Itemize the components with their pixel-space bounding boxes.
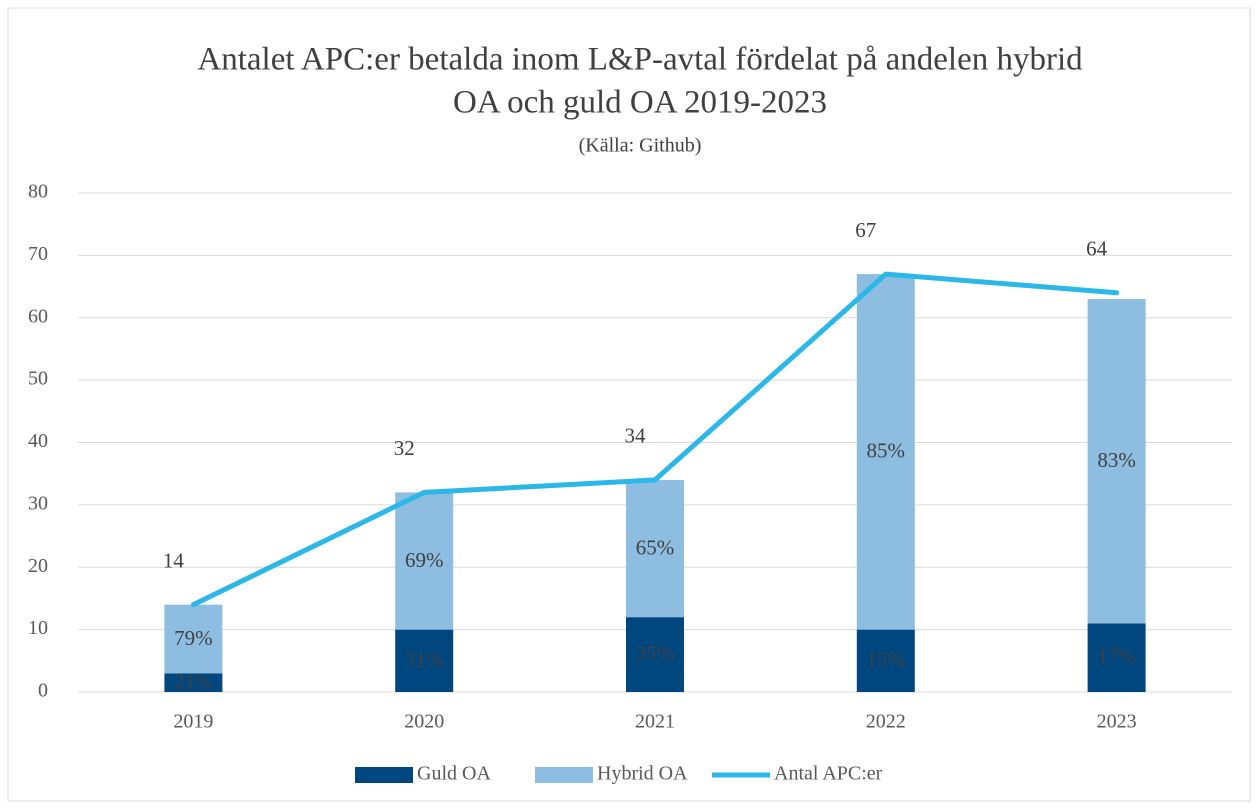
y-tick-label: 30	[28, 492, 48, 514]
bar-segment	[395, 629, 454, 692]
y-tick-label: 0	[38, 680, 48, 702]
bar-segment	[856, 629, 915, 692]
data-label: 67	[855, 218, 876, 242]
chart-subtitle: (Källa: Github)	[579, 135, 702, 157]
x-tick-label: 2021	[635, 711, 675, 733]
bar-segment	[856, 274, 915, 630]
data-label: 14	[163, 548, 185, 572]
line	[190, 271, 1120, 608]
y-tick-label: 70	[28, 243, 48, 265]
data-label: 15%	[867, 648, 906, 672]
x-tick-label: 2020	[404, 711, 444, 733]
legend-label: Guld OA	[417, 763, 491, 785]
bar-segment	[626, 617, 684, 692]
data-label: 31%	[405, 648, 444, 672]
data-label: 32	[394, 436, 415, 460]
data-label: 79%	[174, 626, 213, 650]
legend-label: Hybrid OA	[597, 763, 688, 785]
data-label: 69%	[405, 548, 444, 572]
x-tick-label: 2023	[1097, 711, 1137, 733]
data-label: 21%	[174, 669, 213, 693]
x-tick-label: 2019	[173, 711, 213, 733]
legend-swatch	[535, 767, 593, 783]
y-tick-label: 80	[28, 181, 48, 203]
bar-segment	[164, 673, 223, 692]
data-label: 83%	[1097, 448, 1136, 472]
legend-swatch	[355, 767, 413, 783]
bar-segment	[1087, 299, 1146, 624]
chart-title: Antalet APC:er betalda inom L&P-avtal fö…	[197, 42, 1083, 78]
y-tick-label: 40	[28, 430, 48, 452]
data-label: 65%	[636, 535, 675, 559]
data-label: 34	[625, 424, 647, 448]
bar-segment	[1087, 623, 1146, 692]
data-label: 64	[1086, 237, 1108, 261]
x-tick-label: 2022	[866, 711, 906, 733]
y-tick-label: 10	[28, 617, 48, 639]
chart-title: OA och guld OA 2019-2023	[453, 85, 827, 121]
data-label: 35%	[636, 641, 675, 665]
y-tick-label: 20	[28, 555, 48, 577]
bar-segment	[164, 604, 223, 674]
bar-segment	[626, 479, 684, 618]
y-tick-label: 60	[28, 305, 48, 327]
legend-label: Antal APC:er	[774, 763, 883, 785]
data-label: 85%	[867, 439, 906, 463]
bar-segment	[395, 492, 454, 630]
data-label: 17%	[1097, 645, 1136, 669]
y-tick-label: 50	[28, 368, 48, 390]
